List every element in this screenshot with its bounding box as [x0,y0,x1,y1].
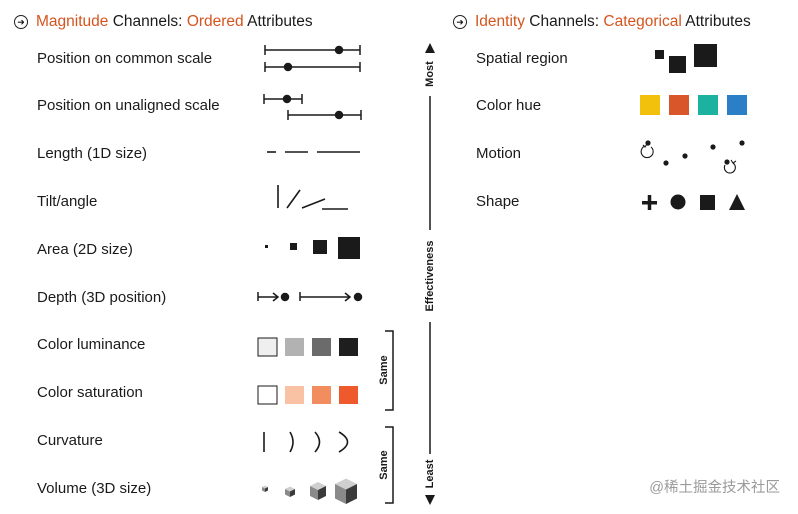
channel-label-length: Length (1D size) [37,145,148,162]
glyph-area [265,237,360,259]
glyph-motion [640,140,745,174]
channel-label-motion: Motion [476,145,522,162]
glyph-position-unaligned [263,94,362,120]
arrow-right-icon: ➜ [14,15,28,29]
effectiveness-axis [425,43,435,505]
channel-label-position-unaligned: Position on unaligned scale [37,97,220,114]
same-label-1: Same [378,355,390,385]
channel-label-depth: Depth (3D position) [37,289,167,306]
glyph-volume [262,478,357,504]
glyph-color-hue [640,95,747,115]
glyph-saturation [257,385,358,405]
channel-label-curvature: Curvature [37,432,103,449]
identity-header: ➜ Identity Channels: Categorical Attribut… [453,13,751,31]
magnitude-header: ➜ Magnitude Channels: Ordered Attributes [14,13,313,31]
glyph-depth [257,292,363,302]
channel-label-shape: Shape [476,193,520,210]
glyph-spatial-region [655,44,717,73]
axis-label-most: Most [424,61,436,87]
glyph-curvature [263,431,349,453]
axis-label-least: Least [424,459,436,489]
channel-label-luminance: Color luminance [37,336,146,353]
same-label-2: Same [378,450,390,480]
glyph-tilt [277,185,348,210]
arrow-right-icon: ➜ [453,15,467,29]
channel-label-tilt: Tilt/angle [37,193,98,210]
channel-label-volume: Volume (3D size) [37,480,152,497]
channel-label-spatial-region: Spatial region [476,50,568,67]
glyph-shape [642,194,745,210]
watermark: @稀土掘金技术社区 [649,480,780,496]
channel-label-position-common: Position on common scale [37,50,213,67]
glyph-position-common [264,45,361,72]
same-bracket-2 [385,426,394,504]
same-bracket-1 [385,330,394,411]
channel-label-saturation: Color saturation [37,384,143,401]
channel-label-area: Area (2D size) [37,241,133,258]
axis-label-effectiveness: Effectiveness [424,240,436,312]
glyph-luminance [257,337,358,357]
channel-label-color-hue: Color hue [476,97,542,114]
